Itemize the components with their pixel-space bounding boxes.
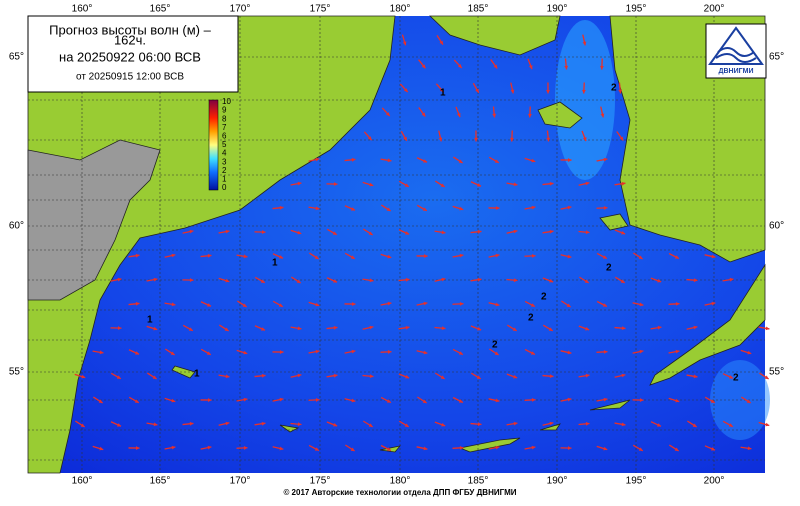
- lat-label-right: 60°: [769, 221, 784, 232]
- lat-label-right: 55°: [769, 367, 784, 378]
- contour-label: 1: [440, 88, 446, 99]
- lon-label-bottom: 200°: [704, 476, 725, 487]
- lead-time: 162ч.: [114, 32, 146, 47]
- lon-label-bottom: 165°: [150, 476, 171, 487]
- lat-label-left: 55°: [9, 367, 24, 378]
- lon-label-top: 200°: [704, 4, 725, 15]
- contour-label: 1: [147, 315, 153, 326]
- lon-label-top: 195°: [626, 4, 647, 15]
- lat-label-right: 65°: [769, 52, 784, 63]
- lon-label-bottom: 190°: [547, 476, 568, 487]
- lon-label-bottom: 185°: [468, 476, 489, 487]
- lat-label-left: 60°: [9, 221, 24, 232]
- lon-label-top: 190°: [547, 4, 568, 15]
- contour-label: 2: [611, 83, 617, 94]
- footer: © 2017 Авторские технологии отдела ДПП Ф…: [283, 488, 516, 497]
- lon-label-bottom: 195°: [626, 476, 647, 487]
- colorbar: [209, 100, 218, 190]
- lon-label-top: 165°: [150, 4, 171, 15]
- logo-text: ДВНИГМИ: [719, 68, 754, 75]
- issue-time: от 20250915 12:00 ВСВ: [76, 72, 184, 83]
- lon-label-top: 180°: [390, 4, 411, 15]
- lon-label-top: 185°: [468, 4, 489, 15]
- contour-label: 2: [528, 313, 534, 324]
- lon-label-top: 175°: [310, 4, 331, 15]
- lat-label-left: 65°: [9, 52, 24, 63]
- contour-label: 1: [272, 258, 278, 269]
- contour-label: 1: [194, 369, 200, 380]
- lon-label-bottom: 160°: [72, 476, 93, 487]
- lon-label-top: 160°: [72, 4, 93, 15]
- contour-label: 2: [541, 292, 547, 303]
- lon-label-bottom: 170°: [230, 476, 251, 487]
- contour-label: 2: [733, 373, 739, 384]
- lon-label-top: 170°: [230, 4, 251, 15]
- lon-label-bottom: 180°: [390, 476, 411, 487]
- lon-label-bottom: 175°: [310, 476, 331, 487]
- colorbar-label: 0: [222, 183, 227, 192]
- contour-label: 2: [606, 263, 612, 274]
- valid-time: на 20250922 06:00 ВСВ: [59, 49, 201, 64]
- contour-label: 2: [492, 340, 498, 351]
